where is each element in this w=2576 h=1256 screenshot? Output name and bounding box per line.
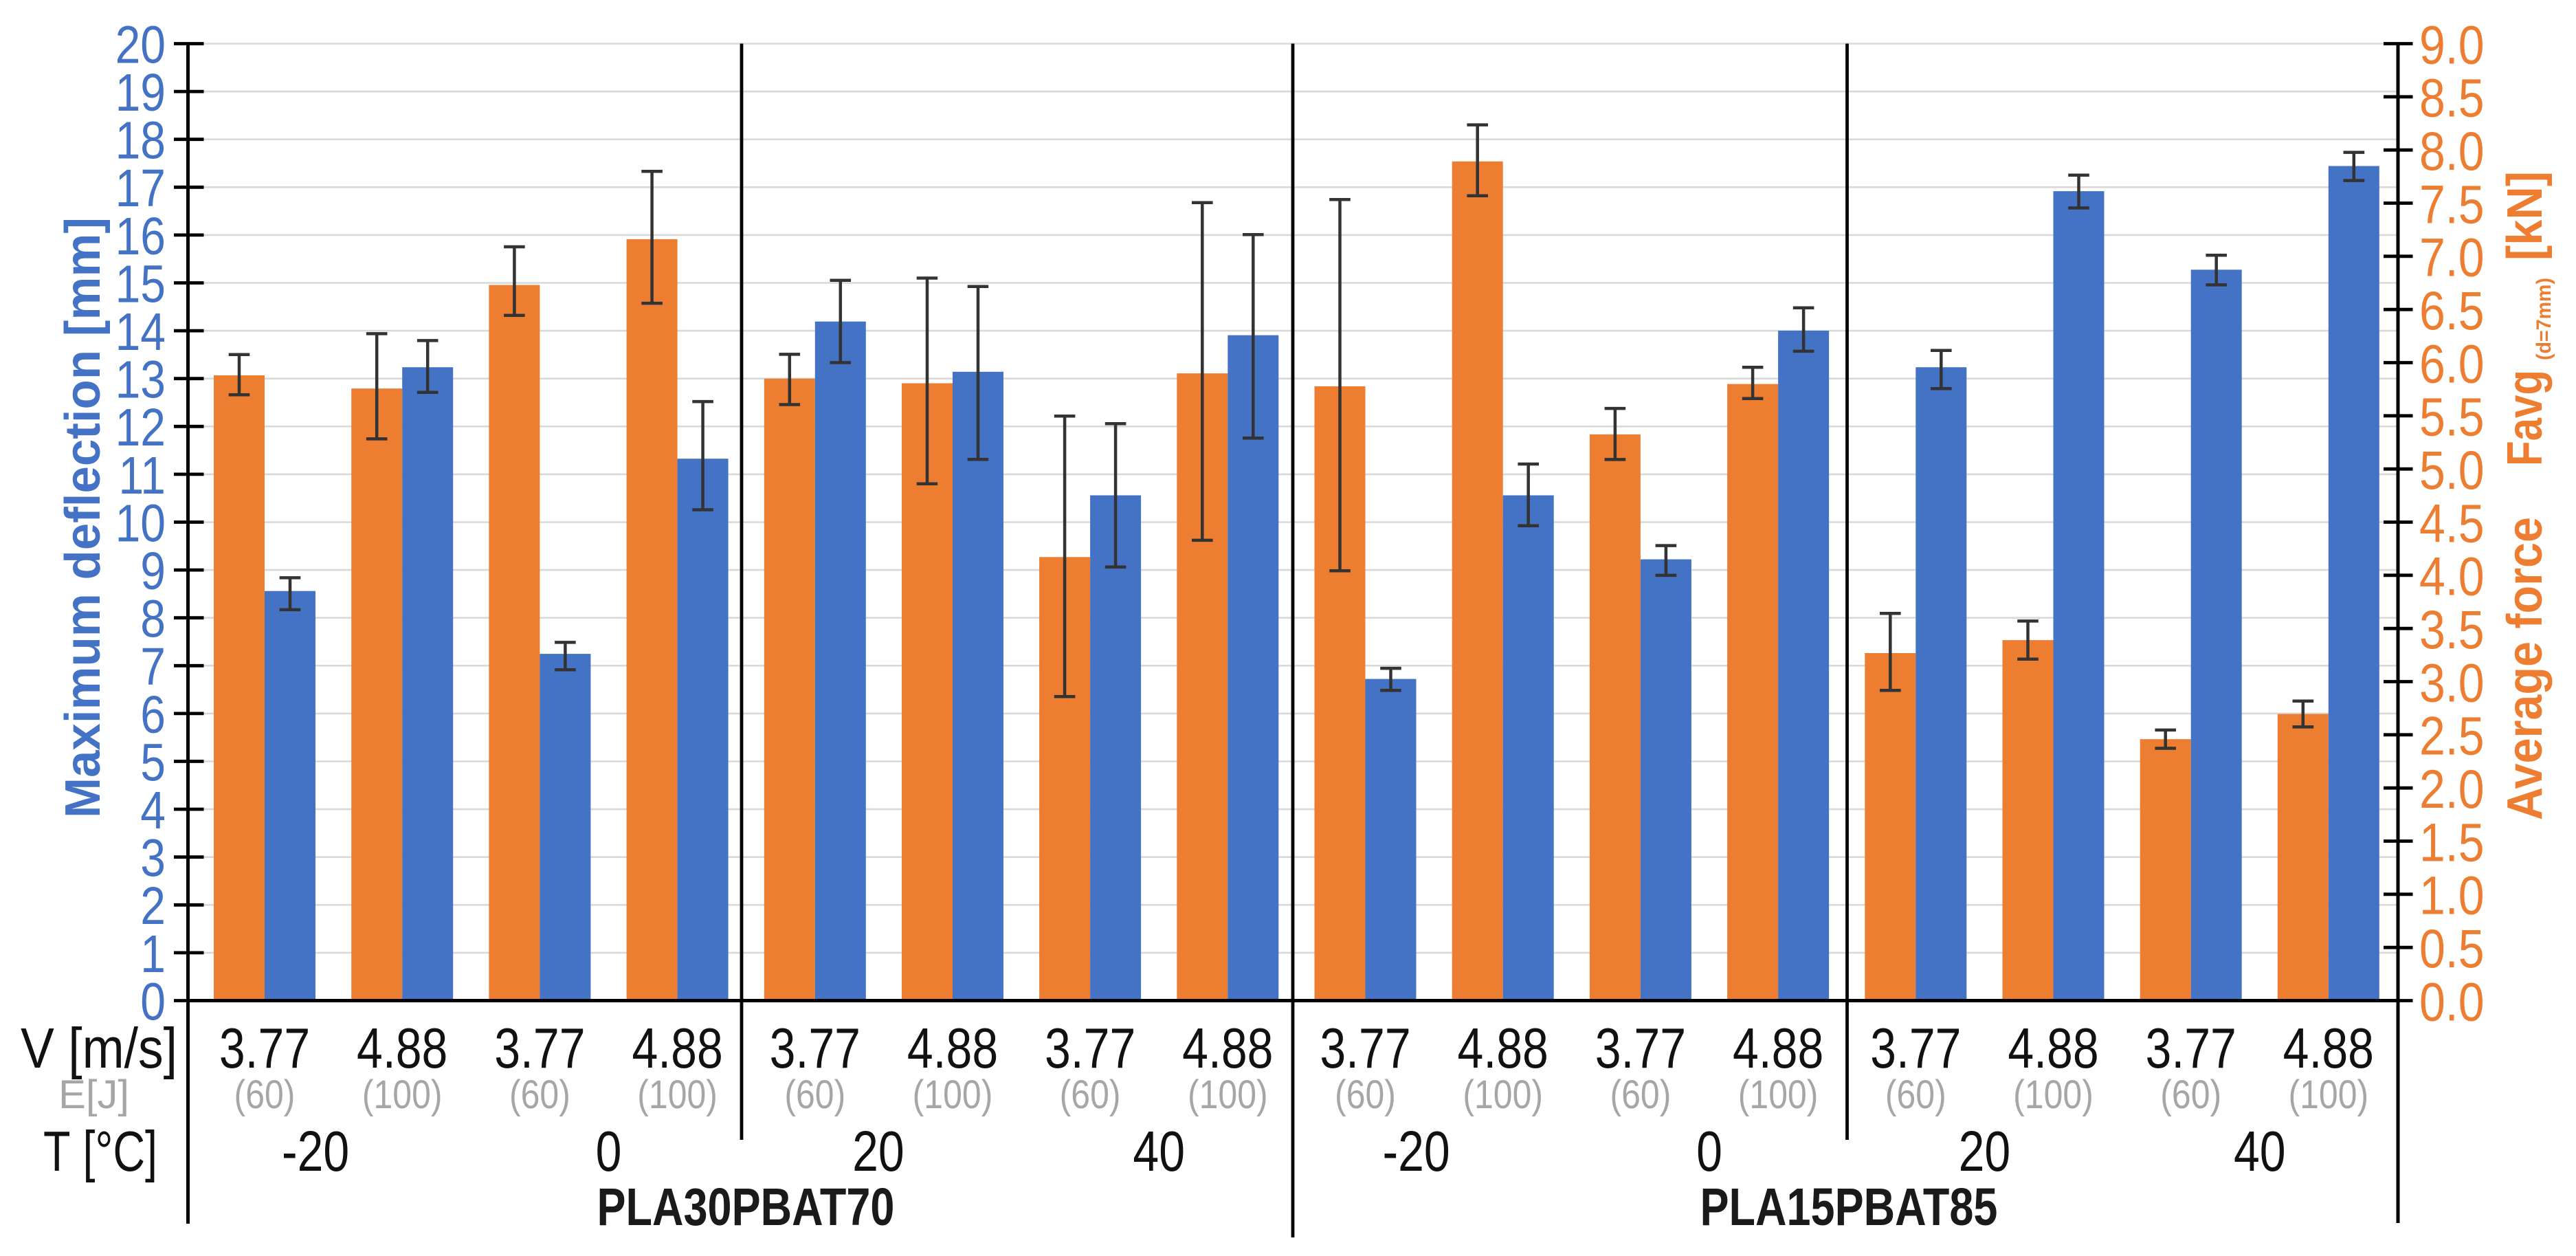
svg-text:3.77: 3.77 bbox=[770, 1017, 860, 1081]
svg-text:(d=7mm): (d=7mm) bbox=[2533, 278, 2555, 360]
svg-text:[kN]: [kN] bbox=[2498, 171, 2553, 261]
svg-text:0.5: 0.5 bbox=[2419, 918, 2485, 979]
svg-text:0: 0 bbox=[140, 973, 166, 1032]
svg-text:6.0: 6.0 bbox=[2419, 333, 2485, 395]
svg-text:4.0: 4.0 bbox=[2419, 546, 2485, 607]
svg-text:(100): (100) bbox=[1738, 1073, 1819, 1117]
svg-text:18: 18 bbox=[115, 111, 166, 170]
svg-text:17: 17 bbox=[115, 159, 166, 219]
svg-text:15: 15 bbox=[115, 255, 166, 314]
svg-text:40: 40 bbox=[1133, 1120, 1185, 1184]
svg-text:-20: -20 bbox=[1382, 1120, 1450, 1184]
svg-text:20: 20 bbox=[1959, 1120, 2011, 1184]
svg-text:1.5: 1.5 bbox=[2419, 812, 2485, 873]
svg-text:T [°C]: T [°C] bbox=[43, 1120, 157, 1184]
svg-text:(100): (100) bbox=[1463, 1073, 1543, 1117]
svg-text:(60): (60) bbox=[509, 1073, 570, 1117]
svg-text:(100): (100) bbox=[2288, 1073, 2368, 1117]
svg-text:4.88: 4.88 bbox=[632, 1017, 722, 1081]
svg-text:8: 8 bbox=[140, 590, 166, 649]
svg-text:20: 20 bbox=[115, 16, 166, 75]
svg-text:4.88: 4.88 bbox=[357, 1017, 447, 1081]
svg-text:12: 12 bbox=[115, 399, 166, 458]
svg-text:5.0: 5.0 bbox=[2419, 439, 2485, 500]
svg-text:3.77: 3.77 bbox=[494, 1017, 585, 1081]
svg-text:5.5: 5.5 bbox=[2419, 386, 2485, 448]
svg-text:3.77: 3.77 bbox=[1320, 1017, 1410, 1081]
svg-text:0.0: 0.0 bbox=[2419, 971, 2485, 1033]
svg-text:(100): (100) bbox=[362, 1073, 443, 1117]
svg-text:3.5: 3.5 bbox=[2419, 599, 2485, 660]
svg-text:3.77: 3.77 bbox=[1045, 1017, 1135, 1081]
svg-text:(60): (60) bbox=[1885, 1073, 1946, 1117]
svg-text:11: 11 bbox=[118, 446, 166, 505]
svg-text:2.0: 2.0 bbox=[2419, 758, 2485, 819]
svg-text:4.88: 4.88 bbox=[1733, 1017, 1823, 1081]
svg-text:3.77: 3.77 bbox=[1595, 1017, 1686, 1081]
svg-text:13: 13 bbox=[115, 351, 166, 410]
svg-text:16: 16 bbox=[115, 207, 166, 266]
svg-text:8.0: 8.0 bbox=[2419, 120, 2485, 181]
svg-text:3.77: 3.77 bbox=[2146, 1017, 2236, 1081]
svg-text:-20: -20 bbox=[282, 1120, 349, 1184]
svg-text:(60): (60) bbox=[784, 1073, 845, 1117]
svg-text:6.5: 6.5 bbox=[2419, 280, 2485, 341]
svg-text:7.0: 7.0 bbox=[2419, 227, 2485, 288]
svg-text:3.77: 3.77 bbox=[219, 1017, 310, 1081]
svg-text:7: 7 bbox=[140, 638, 166, 697]
svg-text:10: 10 bbox=[115, 494, 166, 553]
svg-text:PLA15PBAT85: PLA15PBAT85 bbox=[1700, 1177, 1998, 1236]
svg-text:V [m/s]: V [m/s] bbox=[21, 1017, 177, 1081]
svg-text:1: 1 bbox=[140, 925, 166, 984]
svg-text:4.88: 4.88 bbox=[2008, 1017, 2098, 1081]
svg-text:3.0: 3.0 bbox=[2419, 652, 2485, 714]
svg-text:3.77: 3.77 bbox=[1870, 1017, 1961, 1081]
svg-text:14: 14 bbox=[115, 302, 166, 362]
svg-text:(60): (60) bbox=[1335, 1073, 1396, 1117]
svg-text:0: 0 bbox=[596, 1120, 622, 1184]
svg-text:9: 9 bbox=[140, 542, 166, 601]
svg-text:5: 5 bbox=[140, 734, 166, 793]
svg-text:4.88: 4.88 bbox=[1182, 1017, 1273, 1081]
svg-text:Favg: Favg bbox=[2498, 370, 2553, 466]
svg-text:E[J]: E[J] bbox=[58, 1073, 129, 1117]
svg-text:6: 6 bbox=[140, 685, 166, 745]
svg-text:4: 4 bbox=[140, 781, 166, 840]
svg-text:2: 2 bbox=[140, 877, 166, 936]
svg-text:4.88: 4.88 bbox=[1458, 1017, 1548, 1081]
svg-text:2.5: 2.5 bbox=[2419, 705, 2485, 767]
svg-text:(100): (100) bbox=[2013, 1073, 2094, 1117]
svg-text:4.88: 4.88 bbox=[2283, 1017, 2374, 1081]
svg-text:3: 3 bbox=[140, 829, 166, 888]
svg-text:(100): (100) bbox=[913, 1073, 993, 1117]
svg-text:40: 40 bbox=[2234, 1120, 2286, 1184]
svg-text:7.5: 7.5 bbox=[2419, 174, 2485, 235]
svg-text:0: 0 bbox=[1696, 1120, 1722, 1184]
svg-text:1.0: 1.0 bbox=[2419, 865, 2485, 926]
svg-text:(100): (100) bbox=[637, 1073, 718, 1117]
svg-text:9.0: 9.0 bbox=[2419, 14, 2485, 76]
svg-text:(60): (60) bbox=[234, 1073, 296, 1117]
svg-text:(60): (60) bbox=[2160, 1073, 2221, 1117]
svg-text:PLA30PBAT70: PLA30PBAT70 bbox=[597, 1177, 895, 1236]
svg-text:4.5: 4.5 bbox=[2419, 493, 2485, 554]
svg-text:19: 19 bbox=[115, 63, 166, 122]
svg-text:8.5: 8.5 bbox=[2419, 67, 2485, 129]
svg-text:(100): (100) bbox=[1188, 1073, 1268, 1117]
svg-text:(60): (60) bbox=[1610, 1073, 1671, 1117]
svg-text:Maximum deflection [mm]: Maximum deflection [mm] bbox=[56, 217, 111, 818]
svg-text:20: 20 bbox=[852, 1120, 904, 1184]
svg-text:(60): (60) bbox=[1060, 1073, 1121, 1117]
svg-text:Average force: Average force bbox=[2498, 517, 2553, 820]
svg-text:4.88: 4.88 bbox=[907, 1017, 998, 1081]
